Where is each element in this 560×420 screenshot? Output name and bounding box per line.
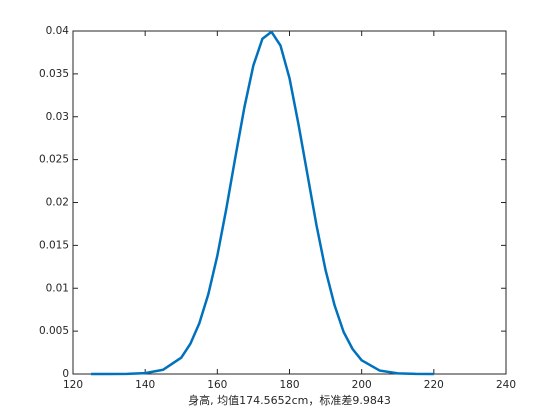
y-tick-label: 0.015 [39, 239, 69, 251]
y-tick-label: 0.01 [46, 282, 69, 294]
x-tick-label: 220 [424, 379, 444, 391]
x-tick-label: 240 [496, 379, 516, 391]
y-tick-label: 0.02 [46, 197, 69, 209]
y-tick-label: 0.005 [39, 325, 69, 337]
data-line [91, 30, 434, 376]
x-tick-label: 160 [207, 379, 227, 391]
x-tick-label: 200 [352, 379, 372, 391]
y-tick-label: 0 [62, 368, 69, 380]
x-tick-label: 140 [135, 379, 155, 391]
y-tick-label: 0.035 [39, 68, 69, 80]
x-tick-label: 180 [279, 379, 299, 391]
x-tick-label: 120 [63, 379, 83, 391]
plot-area [72, 30, 507, 375]
y-tick-label: 0.025 [39, 154, 69, 166]
y-tick-label: 0.03 [46, 111, 69, 123]
x-axis-label: 身高, 均值174.5652cm，标准差9.9843 [188, 393, 391, 407]
y-tick-label: 0.04 [46, 25, 70, 37]
